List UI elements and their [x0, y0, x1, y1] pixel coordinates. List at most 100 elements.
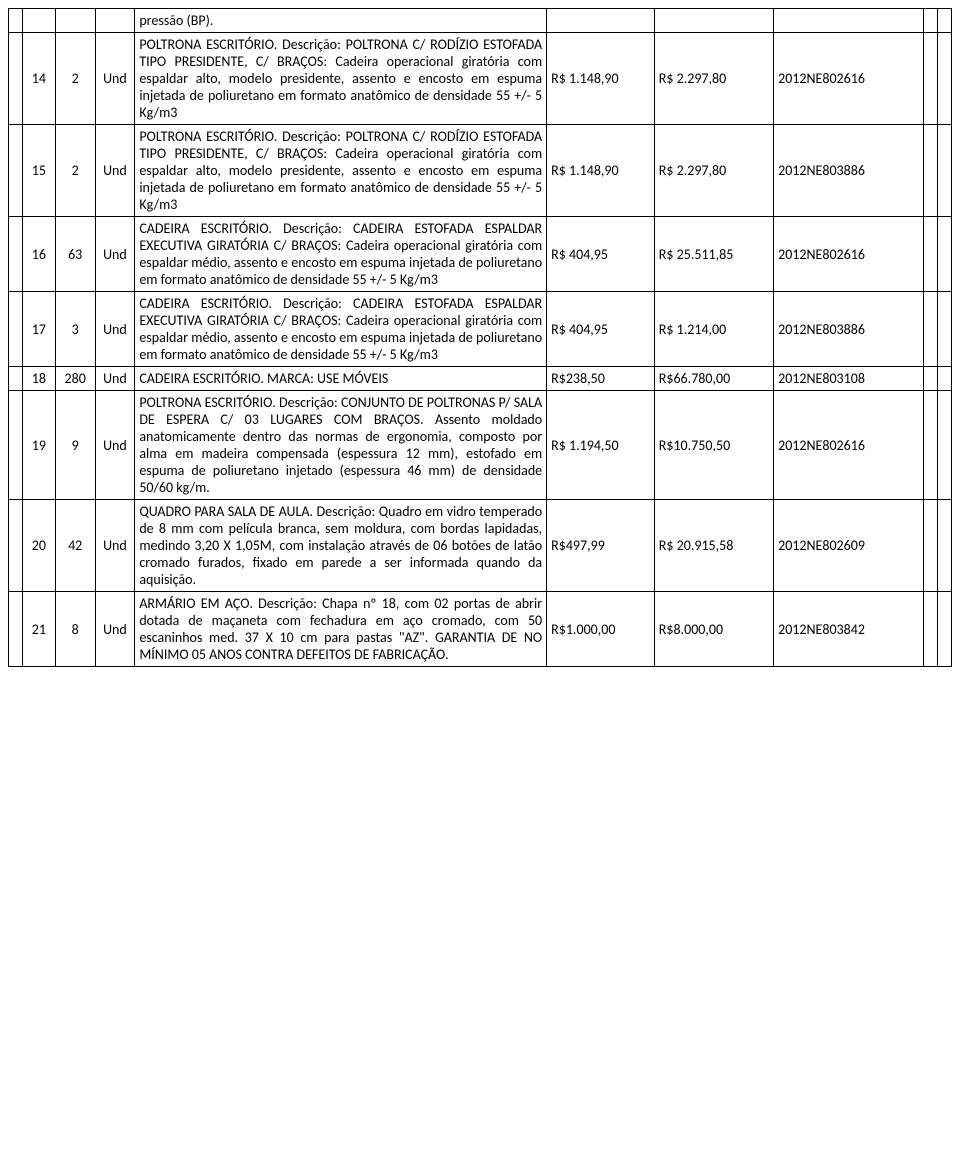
cell-num: 16 [23, 217, 56, 292]
cell-qty: 2 [55, 125, 95, 217]
cell-unit: Und [95, 500, 135, 592]
cell-price: R$ 1.194,50 [547, 391, 655, 500]
cell-code: 2012NE803842 [774, 592, 924, 667]
cell-code: 2012NE802616 [774, 33, 924, 125]
cell-empty [9, 9, 23, 33]
cell-qty: 280 [55, 367, 95, 391]
cell-empty [937, 500, 951, 592]
cell-num: 21 [23, 592, 56, 667]
cell-empty [937, 391, 951, 500]
cell-total: R$8.000,00 [654, 592, 773, 667]
table-row: 142UndPOLTRONA ESCRITÓRIO. Descrição: PO… [9, 33, 952, 125]
cell-desc: POLTRONA ESCRITÓRIO. Descrição: CONJUNTO… [135, 391, 547, 500]
cell-empty [9, 33, 23, 125]
cell-unit: Und [95, 391, 135, 500]
cell-price: R$238,50 [547, 367, 655, 391]
cell-total: R$ 25.511,85 [654, 217, 773, 292]
cell-qty [55, 9, 95, 33]
cell-qty: 3 [55, 292, 95, 367]
cell-price: R$497,99 [547, 500, 655, 592]
cell-empty [923, 500, 937, 592]
cell-code: 2012NE803886 [774, 125, 924, 217]
cell-desc: ARMÁRIO EM AÇO. Descrição: Chapa nº 18, … [135, 592, 547, 667]
cell-desc: CADEIRA ESCRITÓRIO. MARCA: USE MÓVEIS [135, 367, 547, 391]
cell-empty [937, 9, 951, 33]
cell-empty [923, 367, 937, 391]
table-row: 152UndPOLTRONA ESCRITÓRIO. Descrição: PO… [9, 125, 952, 217]
cell-total: R$ 2.297,80 [654, 125, 773, 217]
cell-empty [9, 367, 23, 391]
cell-empty [937, 292, 951, 367]
cell-price: R$ 404,95 [547, 217, 655, 292]
cell-num: 17 [23, 292, 56, 367]
cell-empty [937, 367, 951, 391]
cell-empty [923, 292, 937, 367]
table-row: 1663UndCADEIRA ESCRITÓRIO. Descrição: CA… [9, 217, 952, 292]
cell-empty [923, 125, 937, 217]
cell-total [654, 9, 773, 33]
table-row: 18280UndCADEIRA ESCRITÓRIO. MARCA: USE M… [9, 367, 952, 391]
cell-num: 19 [23, 391, 56, 500]
cell-unit: Und [95, 292, 135, 367]
cell-empty [923, 391, 937, 500]
cell-num [23, 9, 56, 33]
cell-empty [923, 33, 937, 125]
cell-unit [95, 9, 135, 33]
cell-price: R$ 1.148,90 [547, 125, 655, 217]
cell-empty [9, 292, 23, 367]
cell-empty [9, 217, 23, 292]
cell-empty [923, 592, 937, 667]
cell-num: 15 [23, 125, 56, 217]
cell-total: R$ 1.214,00 [654, 292, 773, 367]
table-row: 199UndPOLTRONA ESCRITÓRIO. Descrição: CO… [9, 391, 952, 500]
cell-price: R$1.000,00 [547, 592, 655, 667]
cell-num: 20 [23, 500, 56, 592]
cell-empty [937, 217, 951, 292]
cell-desc: pressão (BP). [135, 9, 547, 33]
cell-price: R$ 404,95 [547, 292, 655, 367]
cell-unit: Und [95, 217, 135, 292]
cell-empty [923, 9, 937, 33]
cell-total: R$66.780,00 [654, 367, 773, 391]
cell-empty [9, 391, 23, 500]
cell-unit: Und [95, 367, 135, 391]
cell-desc: CADEIRA ESCRITÓRIO. Descrição: CADEIRA E… [135, 217, 547, 292]
cell-unit: Und [95, 592, 135, 667]
cell-code: 2012NE803886 [774, 292, 924, 367]
cell-empty [9, 592, 23, 667]
table-row: 2042UndQUADRO PARA SALA DE AULA. Descriç… [9, 500, 952, 592]
cell-total: R$ 2.297,80 [654, 33, 773, 125]
cell-price [547, 9, 655, 33]
cell-empty [937, 33, 951, 125]
cell-empty [937, 592, 951, 667]
cell-code: 2012NE802616 [774, 217, 924, 292]
table-row: 173UndCADEIRA ESCRITÓRIO. Descrição: CAD… [9, 292, 952, 367]
cell-empty [9, 125, 23, 217]
cell-num: 18 [23, 367, 56, 391]
cell-unit: Und [95, 33, 135, 125]
cell-qty: 2 [55, 33, 95, 125]
cell-code: 2012NE803108 [774, 367, 924, 391]
cell-empty [937, 125, 951, 217]
cell-total: R$10.750,50 [654, 391, 773, 500]
cell-code: 2012NE802616 [774, 391, 924, 500]
cell-desc: CADEIRA ESCRITÓRIO. Descrição: CADEIRA E… [135, 292, 547, 367]
cell-total: R$ 20.915,58 [654, 500, 773, 592]
cell-code: 2012NE802609 [774, 500, 924, 592]
table-row: 218UndARMÁRIO EM AÇO. Descrição: Chapa n… [9, 592, 952, 667]
cell-num: 14 [23, 33, 56, 125]
cell-desc: POLTRONA ESCRITÓRIO. Descrição: POLTRONA… [135, 33, 547, 125]
cell-empty [923, 217, 937, 292]
cell-desc: QUADRO PARA SALA DE AULA. Descrição: Qua… [135, 500, 547, 592]
cell-code [774, 9, 924, 33]
cell-qty: 42 [55, 500, 95, 592]
table-row: pressão (BP). [9, 9, 952, 33]
cell-qty: 63 [55, 217, 95, 292]
data-table: pressão (BP).142UndPOLTRONA ESCRITÓRIO. … [8, 8, 952, 667]
cell-empty [9, 500, 23, 592]
cell-qty: 8 [55, 592, 95, 667]
cell-price: R$ 1.148,90 [547, 33, 655, 125]
cell-qty: 9 [55, 391, 95, 500]
cell-desc: POLTRONA ESCRITÓRIO. Descrição: POLTRONA… [135, 125, 547, 217]
cell-unit: Und [95, 125, 135, 217]
